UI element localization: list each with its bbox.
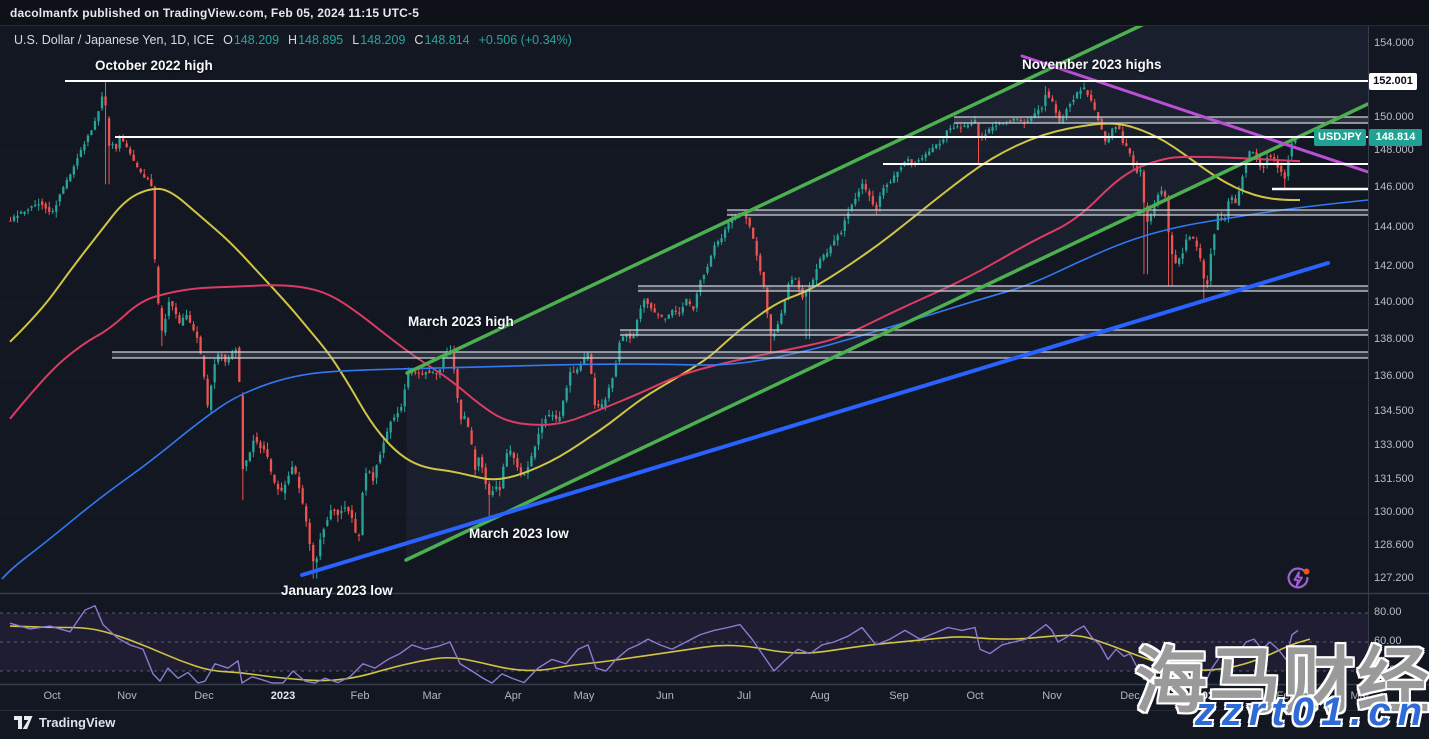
- time-axis-label[interactable]: Apr: [504, 690, 522, 702]
- time-axis-label[interactable]: Oct: [966, 690, 984, 702]
- time-axis-label[interactable]: 2024: [1195, 690, 1221, 702]
- time-axis-label[interactable]: Dec: [1120, 690, 1140, 702]
- price-axis-label[interactable]: 144.000: [1374, 221, 1414, 233]
- price-axis-label[interactable]: 130.000: [1374, 506, 1414, 518]
- level-152-chip: 152.001: [1369, 72, 1417, 90]
- indicator-axis-label[interactable]: 80.00: [1374, 606, 1402, 618]
- time-axis-label[interactable]: Jul: [736, 690, 752, 702]
- time-axis-label[interactable]: Aug: [810, 690, 830, 702]
- annotation-november-2023-highs: November 2023 highs: [1022, 57, 1162, 72]
- price-axis-label[interactable]: 150.000: [1374, 111, 1414, 123]
- annotation-october-2022-high: October 2022 high: [95, 58, 213, 73]
- flash-idea-icon[interactable]: [1284, 565, 1312, 593]
- channel-lower-green[interactable]: [404, 102, 1368, 562]
- price-axis-label[interactable]: 146.000: [1374, 181, 1414, 193]
- annotation-march-2023-low: March 2023 low: [469, 526, 569, 541]
- ohlc-open: O148.209: [223, 33, 280, 47]
- time-axis-label[interactable]: Dec: [194, 690, 214, 702]
- publish-bar: dacolmanfx published on TradingView.com,…: [0, 0, 1429, 26]
- ma-pink[interactable]: [9, 155, 1301, 426]
- price-axis-label[interactable]: 140.000: [1374, 296, 1414, 308]
- ohlc-high: H148.895: [288, 33, 344, 47]
- rsi-line[interactable]: [9, 605, 1299, 684]
- ohlc-low: L148.209: [352, 33, 406, 47]
- price-axis-label[interactable]: 127.200: [1374, 572, 1414, 584]
- last-price-chip: 148.814: [1369, 128, 1422, 146]
- symbol-title: U.S. Dollar / Japanese Yen, 1D, ICE: [14, 33, 215, 47]
- symbol-header[interactable]: U.S. Dollar / Japanese Yen, 1D, ICE O148…: [14, 33, 572, 47]
- usdjpy-price-flag: USDJPY: [1314, 128, 1366, 146]
- price-axis-label[interactable]: 128.600: [1374, 539, 1414, 551]
- time-axis-label[interactable]: Nov: [117, 690, 137, 702]
- time-axis-label[interactable]: Feb: [350, 690, 370, 702]
- time-axis-label[interactable]: Feb: [1276, 690, 1296, 702]
- tradingview-attribution[interactable]: TradingView: [14, 715, 115, 730]
- price-axis-label[interactable]: 131.500: [1374, 473, 1414, 485]
- change-readout: +0.506 (+0.34%): [478, 33, 572, 47]
- time-axis-label[interactable]: 2023: [270, 690, 296, 702]
- tradingview-logo-icon: [14, 716, 33, 729]
- support-blue[interactable]: [300, 261, 1330, 577]
- time-axis-label[interactable]: May: [573, 690, 595, 702]
- annotation-january-2023-low: January 2023 low: [281, 583, 393, 598]
- price-axis-label[interactable]: 142.000: [1374, 260, 1414, 272]
- ohlc-close: C148.814: [414, 33, 470, 47]
- time-axis-label[interactable]: Mar: [422, 690, 442, 702]
- indicator-pane[interactable]: [0, 605, 1368, 684]
- annotation-march-2023-high: March 2023 high: [408, 314, 514, 329]
- price-axis-label[interactable]: 133.000: [1374, 439, 1414, 451]
- tradingview-brand-text: TradingView: [39, 715, 116, 730]
- time-axis-label[interactable]: Sep: [889, 690, 909, 702]
- time-axis-label[interactable]: Mar: [1350, 690, 1370, 702]
- price-axis-label[interactable]: 148.000: [1374, 144, 1414, 156]
- indicator-axis-label[interactable]: 60.00: [1374, 635, 1402, 647]
- resistance-magenta[interactable]: [1020, 54, 1368, 174]
- ma-blue[interactable]: [1, 199, 1368, 580]
- time-axis-label[interactable]: Oct: [43, 690, 61, 702]
- indicator-axis-label[interactable]: 40.00: [1374, 664, 1402, 676]
- candles-up: [12, 82, 1297, 579]
- time-axis-label[interactable]: Nov: [1042, 690, 1062, 702]
- main-pane[interactable]: [0, 25, 1368, 580]
- price-axis-label[interactable]: 138.000: [1374, 333, 1414, 345]
- price-axis-label[interactable]: 136.000: [1374, 370, 1414, 382]
- channel-upper-green[interactable]: [405, 25, 1144, 375]
- time-axis-label[interactable]: Jun: [656, 690, 674, 702]
- price-axis-label[interactable]: 154.000: [1374, 37, 1414, 49]
- publish-bar-text: dacolmanfx published on TradingView.com,…: [10, 5, 420, 20]
- price-axis-label[interactable]: 134.500: [1374, 405, 1414, 417]
